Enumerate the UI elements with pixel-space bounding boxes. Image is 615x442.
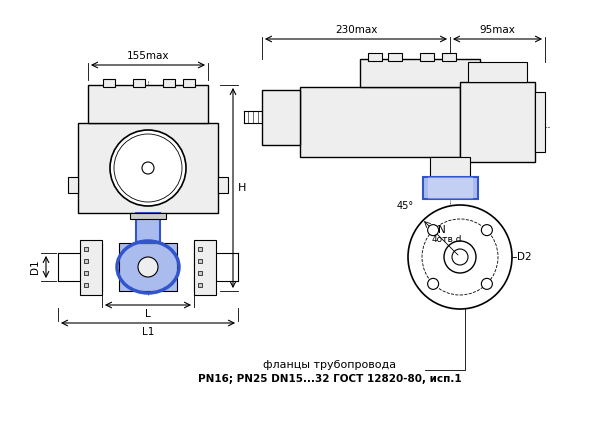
Text: D2: D2: [517, 252, 531, 262]
Bar: [423, 177, 477, 199]
Bar: [442, 53, 456, 61]
Bar: [133, 79, 145, 87]
Text: 4отв.d: 4отв.d: [432, 235, 462, 244]
Text: H: H: [238, 183, 247, 193]
Bar: [194, 240, 216, 294]
Bar: [68, 177, 78, 193]
Bar: [84, 271, 88, 275]
Bar: [300, 87, 460, 157]
Bar: [427, 177, 472, 199]
Bar: [430, 157, 470, 177]
Circle shape: [482, 225, 493, 236]
Bar: [198, 247, 202, 251]
Bar: [262, 89, 300, 145]
Bar: [218, 177, 228, 193]
Text: D1: D1: [30, 260, 40, 274]
Bar: [183, 79, 195, 87]
Bar: [130, 213, 166, 219]
Text: фланцы трубопровода: фланцы трубопровода: [263, 360, 397, 370]
Circle shape: [427, 278, 438, 290]
Circle shape: [408, 205, 512, 309]
Bar: [535, 92, 545, 152]
Bar: [84, 259, 88, 263]
Text: L1: L1: [142, 327, 154, 337]
Bar: [198, 259, 202, 263]
Bar: [198, 283, 202, 287]
Circle shape: [482, 278, 493, 290]
Bar: [103, 79, 115, 87]
Text: 155max: 155max: [127, 51, 169, 61]
Bar: [198, 271, 202, 275]
Bar: [119, 243, 177, 291]
Circle shape: [142, 162, 154, 174]
Bar: [360, 59, 480, 87]
Text: PN16; PN25 DN15...32 ГОСТ 12820-80, исп.1: PN16; PN25 DN15...32 ГОСТ 12820-80, исп.…: [198, 374, 462, 384]
Text: DN: DN: [430, 225, 446, 235]
Bar: [420, 53, 434, 61]
Bar: [468, 62, 527, 82]
Text: L: L: [145, 309, 151, 319]
Circle shape: [110, 130, 186, 206]
Circle shape: [427, 225, 438, 236]
Bar: [80, 240, 102, 294]
Bar: [84, 247, 88, 251]
Text: 230max: 230max: [335, 25, 377, 35]
Bar: [163, 79, 175, 87]
Bar: [388, 53, 402, 61]
Circle shape: [138, 257, 158, 277]
Text: 45°: 45°: [397, 201, 414, 211]
Text: 95max: 95max: [480, 25, 515, 35]
Bar: [88, 85, 208, 123]
Bar: [460, 82, 535, 162]
Bar: [368, 53, 382, 61]
Bar: [78, 123, 218, 213]
Bar: [136, 213, 160, 243]
Bar: [84, 283, 88, 287]
